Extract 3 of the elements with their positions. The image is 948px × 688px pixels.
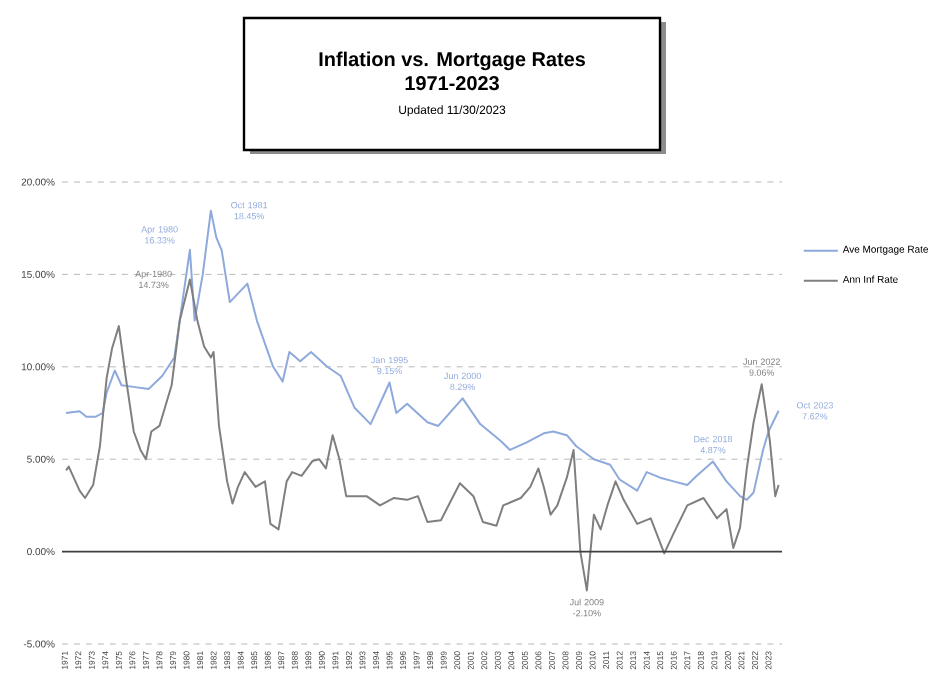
line-series <box>65 209 780 501</box>
chart-subtitle: 1971-2023 <box>405 76 499 91</box>
chart-title: Inflation vs. Mortgage Rates <box>319 51 585 71</box>
